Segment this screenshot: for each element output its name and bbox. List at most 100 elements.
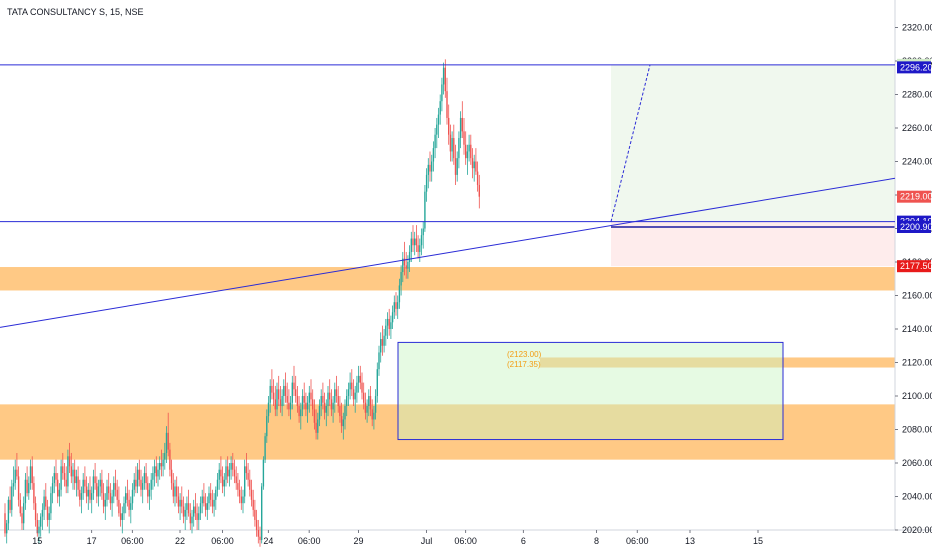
- candle-body: [162, 459, 164, 467]
- candle-body: [230, 463, 232, 470]
- candle-body: [296, 396, 299, 407]
- candle-body: [351, 382, 353, 390]
- price-axis[interactable]: 2320.002300.002280.002260.002240.002220.…: [895, 23, 932, 536]
- candle-body: [191, 516, 193, 524]
- candle-body: [436, 124, 438, 135]
- candle-body: [318, 406, 321, 420]
- candle-body: [97, 486, 100, 497]
- candle-body: [79, 489, 81, 500]
- candle-body: [228, 469, 231, 477]
- candle-body: [138, 469, 140, 480]
- candle-body: [434, 134, 436, 149]
- candle-body: [357, 375, 360, 383]
- candle-body: [323, 402, 326, 413]
- y-tick-label: 2260.00: [902, 123, 932, 133]
- candle-body: [198, 513, 200, 520]
- price-label: 2296.20: [900, 62, 932, 72]
- annotation-upper-price: (2123.00): [507, 350, 542, 359]
- candle-body: [213, 499, 215, 507]
- candle-body: [84, 479, 86, 487]
- candle-body: [24, 479, 27, 504]
- candle-body: [340, 416, 343, 427]
- time-axis[interactable]: 15 17 06:00 22 06:00 24 06:00 29 Jul 06:00 6 8 06:00…: [32, 530, 763, 546]
- candle-body: [359, 375, 361, 383]
- candle-body: [7, 499, 10, 524]
- y-tick-label: 2320.00: [902, 23, 932, 33]
- candles-layer: [4, 59, 480, 547]
- target-zone: [611, 64, 895, 222]
- candle-body: [378, 352, 380, 370]
- candle-body: [262, 459, 265, 487]
- candle-body: [91, 493, 93, 500]
- candle-body: [346, 396, 348, 407]
- x-tick-label: 15: [32, 536, 42, 546]
- candle-body: [308, 392, 310, 403]
- candle-body: [237, 483, 239, 490]
- candle-body: [420, 235, 423, 246]
- chart-title: TATA CONSULTANCY S, 15, NSE: [7, 7, 144, 17]
- y-tick-label: 2060.00: [902, 458, 932, 468]
- candle-body: [403, 258, 406, 266]
- x-tick-label: 13: [685, 536, 695, 546]
- price-label: 2177.50: [900, 261, 932, 271]
- candle-body: [218, 469, 220, 480]
- candle-body: [14, 469, 16, 484]
- candle-body: [11, 486, 13, 510]
- candle-body: [31, 466, 33, 484]
- candle-body: [16, 469, 18, 477]
- candle-body: [106, 486, 108, 500]
- candle-body: [147, 483, 149, 497]
- candle-body: [432, 148, 435, 162]
- candle-body: [155, 466, 157, 477]
- candle-body: [40, 516, 42, 527]
- candle-body: [119, 513, 122, 520]
- candle-body: [118, 499, 120, 514]
- candle-body: [257, 530, 259, 537]
- candle-body: [266, 416, 268, 437]
- candle-body: [402, 258, 404, 273]
- price-label-bg: [897, 260, 931, 273]
- candle-body: [414, 238, 416, 246]
- x-tick-label: 06:00: [454, 536, 477, 546]
- candle-body: [133, 479, 135, 490]
- candle-body: [419, 245, 421, 252]
- candle-body: [74, 469, 76, 484]
- zones-layer: [0, 267, 895, 460]
- candle-body: [170, 469, 173, 484]
- price-label-bg: [897, 220, 931, 233]
- candle-body: [312, 399, 314, 410]
- candle-body: [278, 389, 280, 400]
- candle-body: [92, 476, 95, 494]
- candle-body: [9, 499, 11, 510]
- candle-body: [373, 412, 375, 420]
- candle-body: [405, 265, 407, 269]
- candle-body: [408, 251, 411, 262]
- candle-body: [82, 479, 84, 494]
- candle-body: [330, 399, 333, 410]
- candle-body: [425, 174, 428, 192]
- candle-body: [17, 476, 20, 500]
- candle-body: [281, 396, 283, 407]
- candle-body: [286, 396, 288, 403]
- candle-body: [38, 526, 40, 534]
- candle-body: [354, 392, 356, 400]
- y-tick-label: 2080.00: [902, 425, 932, 435]
- candle-body: [364, 402, 367, 413]
- candle-body: [313, 409, 316, 423]
- candle-body: [65, 479, 67, 487]
- candle-body: [446, 91, 448, 118]
- candle-body: [400, 272, 402, 286]
- candle-body: [223, 479, 225, 487]
- candle-body: [369, 396, 372, 410]
- candle-body: [6, 523, 8, 534]
- candle-body: [233, 469, 236, 477]
- candle-body: [463, 131, 465, 145]
- candle-body: [104, 499, 106, 507]
- candle-body: [322, 396, 324, 403]
- x-tick-label: Jul: [421, 536, 433, 546]
- candle-body: [327, 392, 329, 407]
- trendline: [0, 177, 896, 328]
- candle-body: [301, 396, 304, 410]
